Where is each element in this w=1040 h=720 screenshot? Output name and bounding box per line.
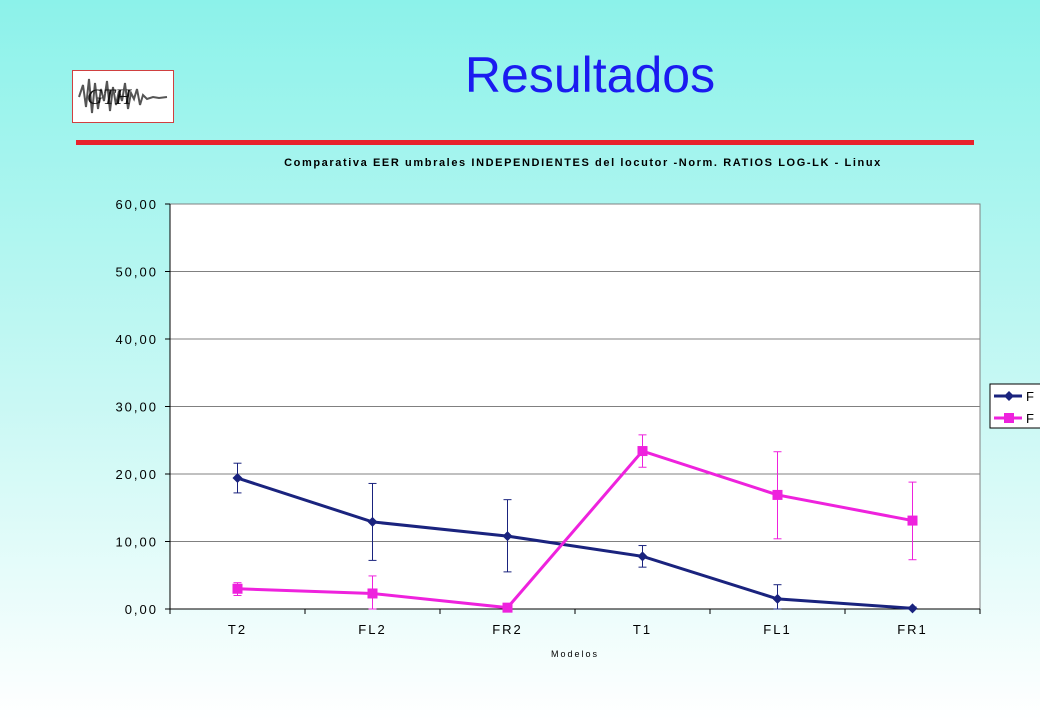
gth-logo-graphic: GTH [78, 78, 168, 114]
series-1 [232, 462, 918, 614]
y-tick-label: 20,00 [115, 467, 158, 482]
waveform-graphic [78, 78, 168, 114]
legend-marker-diamond [1004, 391, 1014, 401]
series-2 [232, 434, 918, 613]
data-point-diamond [772, 593, 783, 604]
legend-label: F [1026, 411, 1034, 426]
legend-marker-square [1004, 413, 1014, 423]
data-point-diamond [232, 473, 243, 484]
y-tick-label: 0,00 [125, 602, 158, 617]
data-point-square [502, 602, 513, 613]
gth-logo: GTH [72, 70, 174, 123]
legend-box [989, 383, 1040, 429]
title-rule [76, 140, 974, 145]
x-tick-label: T1 [633, 622, 652, 637]
y-tick-label: 60,00 [115, 197, 158, 212]
y-tick-label: 10,00 [115, 535, 158, 550]
series-layer [232, 434, 918, 614]
logo-text: GTH [87, 84, 132, 109]
x-tick-label: FL1 [763, 622, 791, 637]
data-point-diamond [637, 551, 648, 562]
data-point-diamond [367, 516, 378, 527]
legend-label: F [1026, 389, 1034, 404]
y-tick-label: 30,00 [115, 400, 158, 415]
data-point-diamond [502, 531, 513, 542]
x-tick-label: FR1 [897, 622, 928, 637]
data-point-square [907, 515, 918, 526]
y-tick-label: 50,00 [115, 265, 158, 280]
slide-title: Resultados [464, 47, 716, 103]
legend: FF [989, 383, 1040, 429]
chart-title: Comparativa EER umbrales INDEPENDIENTES … [284, 157, 882, 169]
series-line [237, 476, 913, 610]
x-axis-label: Modelos [551, 649, 599, 659]
axes: 0,00 10,00 20,00 30,00 40,00 50,00 60,00 T2 FL2 F… [115, 197, 981, 637]
data-point-square [232, 583, 243, 594]
gridlines [170, 271, 980, 542]
data-point-square [637, 446, 648, 457]
data-point-square [772, 489, 783, 500]
y-tick-label: 40,00 [115, 332, 158, 347]
data-point-square [367, 588, 378, 599]
x-tick-label: FR2 [492, 622, 523, 637]
x-tick-label: T2 [228, 622, 247, 637]
series-line [237, 449, 913, 610]
data-point-diamond [907, 603, 918, 614]
x-tick-label: FL2 [358, 622, 386, 637]
